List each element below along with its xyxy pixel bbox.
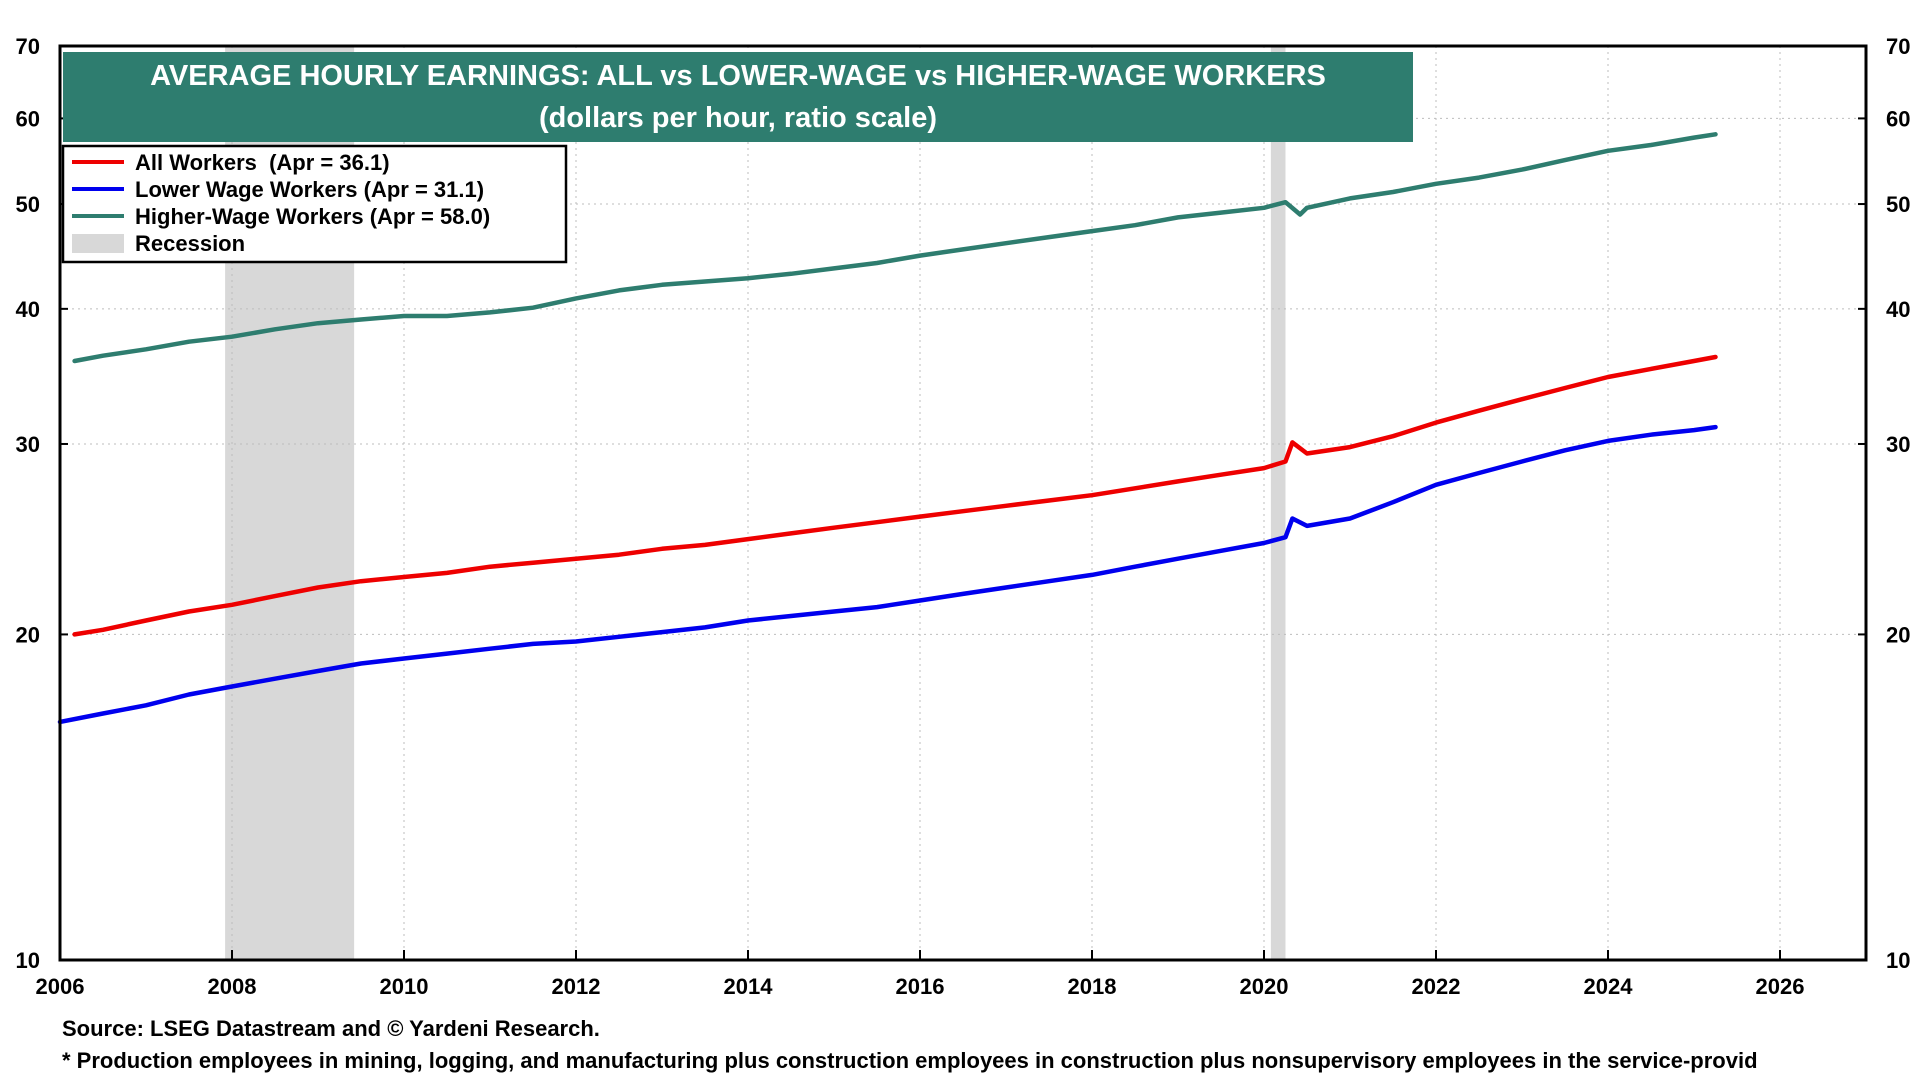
chart-subtitle: (dollars per hour, ratio scale) xyxy=(539,102,937,134)
y-tick-label-left: 50 xyxy=(16,192,40,217)
legend-label-all-workers: All Workers (Apr = 36.1) xyxy=(135,150,390,175)
series-layer xyxy=(57,132,1718,725)
chart-title: AVERAGE HOURLY EARNINGS: ALL vs LOWER-WA… xyxy=(150,60,1326,92)
x-tick-label: 2006 xyxy=(36,974,85,999)
recession-band xyxy=(1270,46,1286,960)
x-tick-label: 2008 xyxy=(208,974,257,999)
y-tick-label-right: 40 xyxy=(1886,297,1910,322)
y-tick-label-left: 30 xyxy=(16,432,40,457)
x-tick-label: 2018 xyxy=(1068,974,1117,999)
x-tick-label: 2024 xyxy=(1584,974,1634,999)
legend-label-lower-wage: Lower Wage Workers (Apr = 31.1) xyxy=(135,177,484,202)
footnote: * Production employees in mining, loggin… xyxy=(62,1048,1758,1073)
y-tick-label-right: 30 xyxy=(1886,432,1910,457)
legend: All Workers (Apr = 36.1) Lower Wage Work… xyxy=(61,144,568,264)
x-tick-label: 2016 xyxy=(896,974,945,999)
x-tick-label: 2014 xyxy=(724,974,774,999)
y-tick-label-left: 40 xyxy=(16,297,40,322)
legend-box xyxy=(61,144,568,264)
x-tick-label: 2010 xyxy=(380,974,429,999)
y-tick-label-right: 60 xyxy=(1886,106,1910,131)
y-tick-label-left: 20 xyxy=(16,622,40,647)
legend-label-higher-wage: Higher-Wage Workers (Apr = 58.0) xyxy=(135,204,490,229)
y-tick-label-right: 20 xyxy=(1886,622,1910,647)
series-line-lower-wage xyxy=(57,424,1718,725)
legend-label-recession: Recession xyxy=(135,231,245,256)
series-line-higher-wage xyxy=(72,132,1718,364)
series-line-all-workers xyxy=(72,354,1718,637)
legend-swatch-recession xyxy=(72,234,124,253)
y-tick-label-right: 10 xyxy=(1886,948,1910,973)
title-background xyxy=(63,52,1413,142)
y-tick-label-left: 60 xyxy=(16,106,40,131)
x-tick-label: 2020 xyxy=(1240,974,1289,999)
plot-frame xyxy=(58,44,1868,962)
source-note: Source: LSEG Datastream and © Yardeni Re… xyxy=(62,1016,600,1041)
y-tick-label-left: 70 xyxy=(16,34,40,59)
x-tick-label: 2022 xyxy=(1412,974,1461,999)
y-tick-label-right: 70 xyxy=(1886,34,1910,59)
x-tick-label: 2012 xyxy=(552,974,601,999)
y-tick-label-left: 10 xyxy=(16,948,40,973)
title-box: AVERAGE HOURLY EARNINGS: ALL vs LOWER-WA… xyxy=(63,52,1413,142)
y-tick-label-right: 50 xyxy=(1886,192,1910,217)
x-tick-label: 2026 xyxy=(1756,974,1805,999)
